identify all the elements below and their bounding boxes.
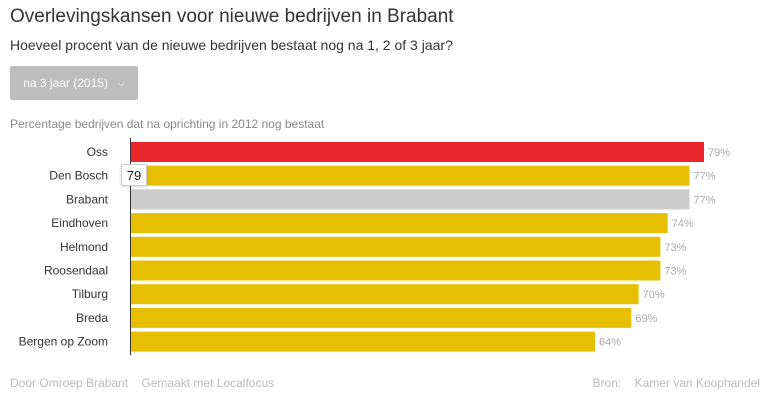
value-label: 70% bbox=[643, 289, 665, 301]
bar-den-bosch[interactable] bbox=[130, 165, 690, 186]
value-label: 74% bbox=[672, 218, 694, 230]
bar-oss[interactable] bbox=[130, 142, 704, 162]
chart-subtitle: Hoeveel procent van de nieuwe bedrijven … bbox=[10, 37, 453, 53]
chart-axis-title: Percentage bedrijven dat na oprichting i… bbox=[10, 117, 325, 131]
footer-made-with[interactable]: Gemaakt met Localfocus bbox=[141, 376, 275, 390]
value-label: 73% bbox=[664, 266, 686, 278]
category-label: Den Bosch bbox=[49, 169, 108, 183]
chevron-down-icon: ⌵ bbox=[117, 77, 125, 88]
footer-source-label: Bron: bbox=[592, 376, 622, 390]
bar-roosendaal[interactable] bbox=[130, 260, 661, 281]
bar-bergen-op-zoom[interactable] bbox=[130, 331, 596, 352]
category-label: Breda bbox=[76, 311, 108, 325]
bar-tilburg[interactable] bbox=[130, 284, 639, 305]
category-label: Brabant bbox=[66, 192, 109, 206]
value-label: 73% bbox=[664, 242, 686, 254]
category-label: Oss bbox=[87, 145, 108, 159]
category-label: Roosendaal bbox=[44, 264, 108, 278]
footer-credits: Door Omroep Brabant Gemaakt met Localfoc… bbox=[10, 376, 274, 390]
bar-helmond[interactable] bbox=[130, 236, 661, 257]
footer-source-name[interactable]: Kamer van Koophandel bbox=[634, 376, 760, 390]
category-label: Bergen op Zoom bbox=[19, 335, 108, 349]
bar-breda[interactable] bbox=[130, 307, 632, 328]
bar-eindhoven[interactable] bbox=[130, 213, 668, 234]
year-dropdown[interactable]: na 3 jaar (2015) ⌵ bbox=[10, 66, 138, 100]
value-label: 77% bbox=[693, 194, 715, 206]
bar-brabant[interactable] bbox=[130, 189, 690, 210]
value-label: 64% bbox=[599, 337, 621, 349]
year-dropdown-label: na 3 jaar (2015) bbox=[23, 76, 108, 90]
value-label: 77% bbox=[693, 171, 715, 183]
footer-author[interactable]: Door Omroep Brabant bbox=[10, 376, 129, 390]
bar-chart: Oss 79% Den Bosch 77% Brabant 77% Eindhoven 74%… bbox=[19, 138, 730, 356]
category-label: Tilburg bbox=[72, 287, 108, 301]
value-label: 79% bbox=[708, 147, 730, 159]
footer-source: Bron: Kamer van Koophandel bbox=[593, 376, 760, 390]
chart-title: Overlevingskansen voor nieuwe bedrijven … bbox=[10, 6, 454, 27]
value-label: 69% bbox=[635, 313, 657, 325]
category-label: Eindhoven bbox=[51, 216, 108, 230]
category-label: Helmond bbox=[60, 240, 108, 254]
value-tooltip: 79 bbox=[121, 164, 147, 186]
